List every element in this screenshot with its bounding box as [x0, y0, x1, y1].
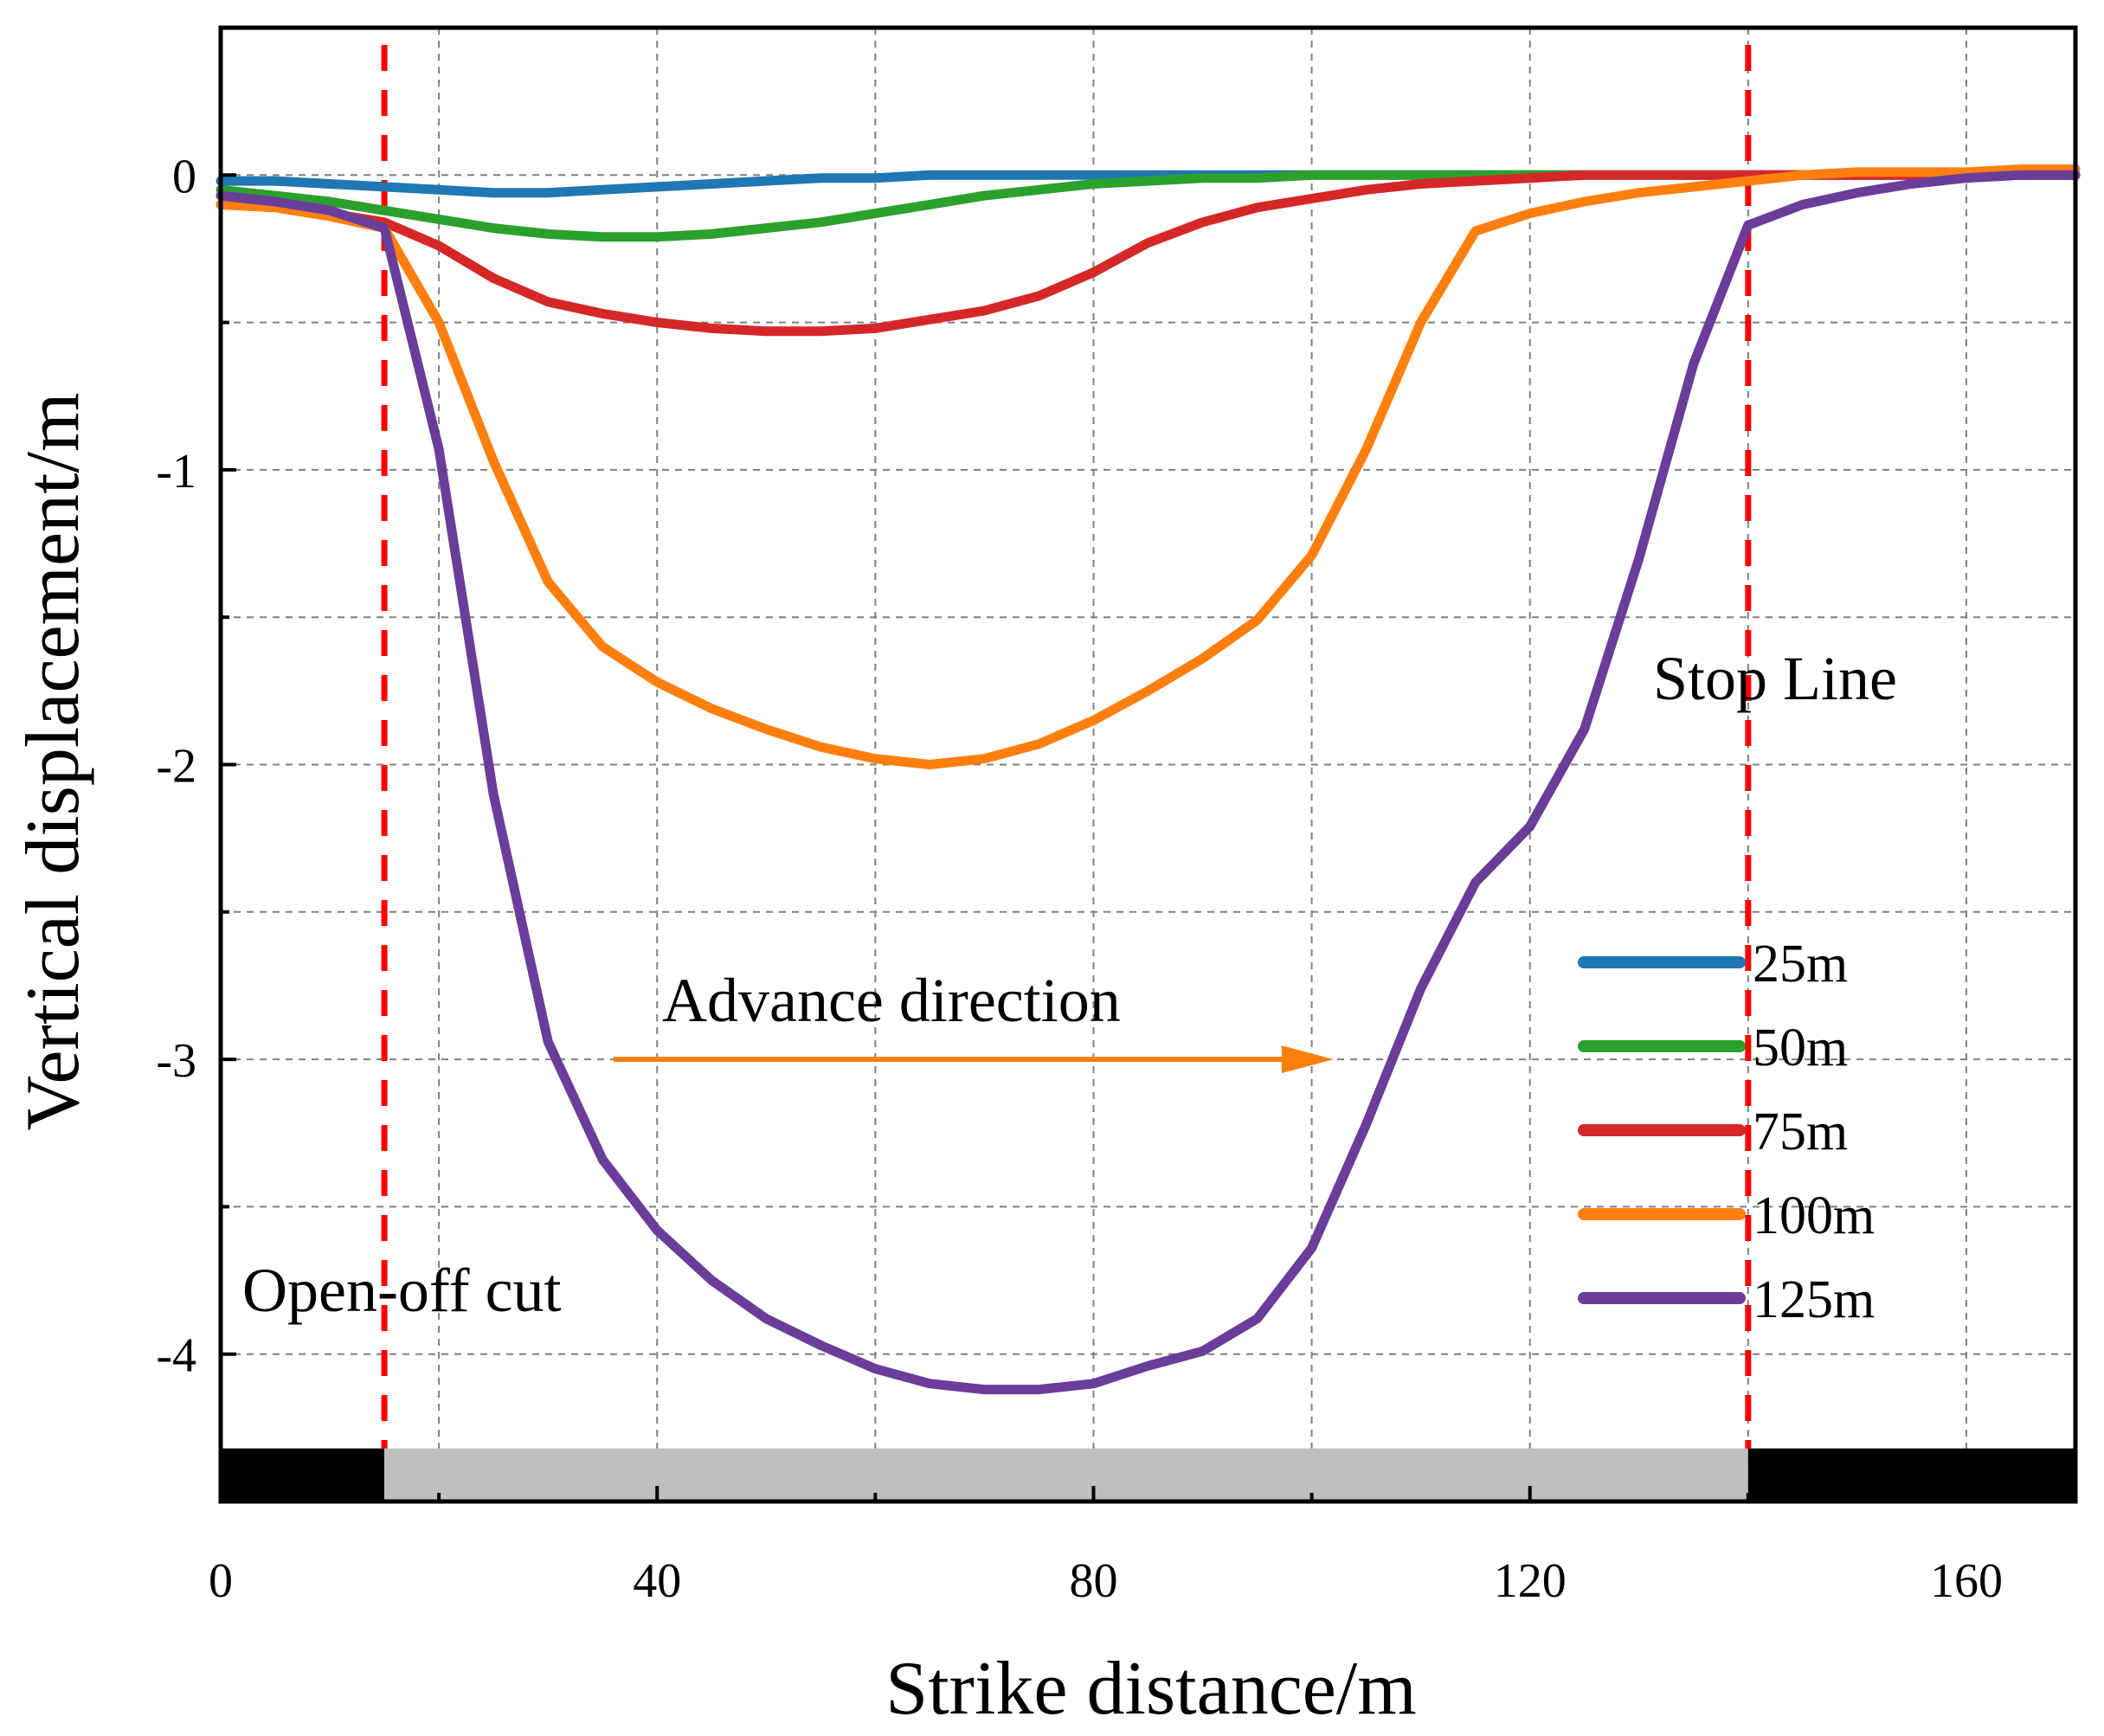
- tick-labels: 0 40 80 120 160 0 -1 -2 -3 -4: [156, 150, 2003, 1608]
- y-tick-label: -2: [156, 740, 196, 794]
- legend: 25m 50m 75m 100m 125m: [1578, 935, 1875, 1329]
- stop-line-label: Stop Line: [1653, 644, 1897, 713]
- bar-segment-mined: [384, 1448, 1748, 1501]
- x-tick-label: 80: [1069, 1554, 1117, 1608]
- x-axis-title: Strike distance/m: [885, 1647, 1416, 1731]
- y-tick-label: -1: [156, 445, 196, 498]
- series-lines: [216, 164, 2081, 1395]
- advance-direction-label: Advance direction: [662, 966, 1121, 1035]
- mining-zone-bar: [221, 1448, 2075, 1501]
- y-tick-label: -3: [156, 1034, 196, 1088]
- legend-label-25m: 25m: [1753, 935, 1848, 993]
- y-axis-title: Vertical displacement/m: [11, 393, 95, 1131]
- y-tick-label: 0: [172, 150, 196, 203]
- series-line-75m: [216, 170, 2081, 337]
- series-line-125m: [216, 170, 2081, 1395]
- bar-segment-right: [1747, 1448, 2075, 1501]
- series-line-100m: [216, 164, 2081, 769]
- advance-arrow-head: [1281, 1045, 1334, 1074]
- x-tick-label: 40: [633, 1554, 681, 1608]
- y-tick-label: -4: [156, 1329, 196, 1383]
- axis-ticks: [219, 173, 1968, 1501]
- legend-label-75m: 75m: [1753, 1103, 1848, 1161]
- x-tick-label: 0: [209, 1554, 233, 1608]
- open-off-cut-label: Open-off cut: [242, 1256, 562, 1325]
- x-tick-label: 160: [1930, 1554, 2003, 1608]
- legend-label-50m: 50m: [1753, 1019, 1848, 1077]
- advance-arrow: [613, 1045, 1334, 1074]
- bar-segment-left: [221, 1448, 385, 1501]
- x-tick-label: 120: [1494, 1554, 1567, 1608]
- boundary-lines: [381, 45, 1752, 1449]
- legend-label-100m: 100m: [1753, 1186, 1875, 1245]
- legend-label-125m: 125m: [1753, 1270, 1875, 1329]
